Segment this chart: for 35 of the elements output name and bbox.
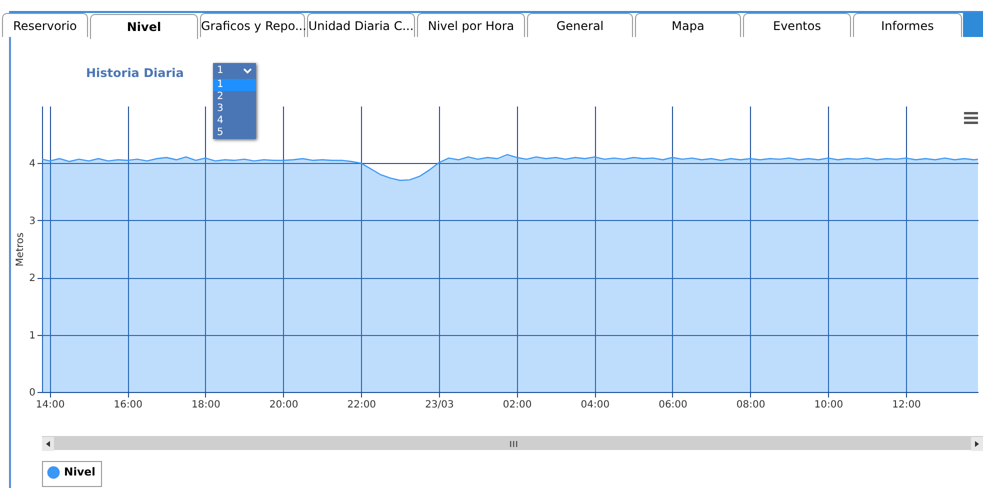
x-tick-label: 20:00 [269,400,298,410]
x-tick-label: 04:00 [580,400,610,410]
text: Unidad Diaria C... [307,13,415,37]
text: Nivel [90,14,198,39]
text: Graficos y Repo... [200,13,306,37]
text: 2 [217,91,224,103]
y-tick-label: 4 [29,158,36,170]
y-axis-title: Metros [15,232,26,266]
y-tick-label: 0 [29,388,36,398]
text: Informes [853,13,962,37]
text: Mapa [635,13,741,37]
x-tick-label: 22:00 [347,400,376,410]
x-tick-label: 18:00 [192,400,220,410]
x-tick-label: 02:00 [502,400,532,410]
text: Eventos [743,13,851,37]
text: General [527,13,633,37]
x-tick-label: 16:00 [114,400,143,410]
x-tick-label: 06:00 [658,400,688,410]
x-tick-label: 12:00 [892,400,921,410]
text: 1 [217,65,224,77]
annotation: 5 [217,127,224,139]
annotation: 3 [217,103,224,115]
text: Reservorio [2,13,88,37]
x-tick-label: 10:00 [814,400,844,410]
chart-title: Historia Diaria [86,66,184,80]
legend-label: Nivel [64,466,96,478]
x-tick-label: 08:00 [736,400,766,410]
x-tick-label: 23/03 [425,400,454,410]
x-tick-label: 14:00 [36,400,65,410]
y-tick-label: 3 [29,216,36,227]
y-tick-label: 1 [29,330,36,342]
text: 1 [217,79,224,91]
text: Nivel por Hora [417,13,525,37]
annotation: 4 [217,115,224,127]
y-tick-label: 2 [29,273,36,284]
